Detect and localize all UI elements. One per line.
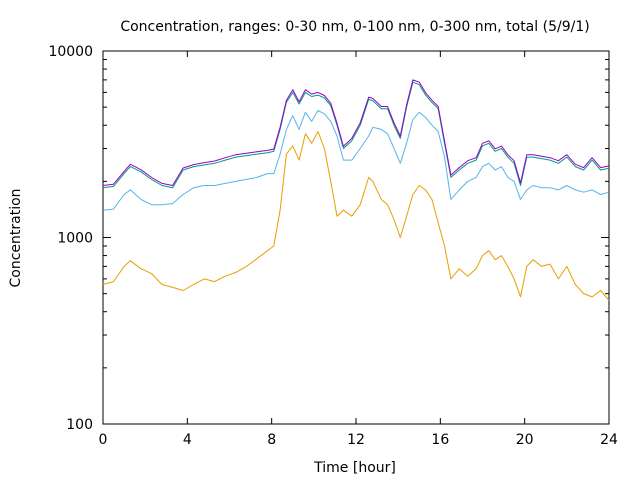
series-line-0-300-nm bbox=[102, 81, 610, 189]
x-tick-label: 24 bbox=[600, 432, 618, 448]
x-tick-label: 8 bbox=[267, 432, 276, 448]
y-tick-label: 10000 bbox=[48, 44, 93, 60]
series-line-total bbox=[102, 79, 610, 186]
chart-title: Concentration, ranges: 0-30 nm, 0-100 nm… bbox=[120, 19, 589, 35]
x-axis-label: Time [hour] bbox=[313, 460, 396, 476]
plot-frame bbox=[102, 50, 610, 425]
x-tick-label: 16 bbox=[431, 432, 449, 448]
x-tick-label: 20 bbox=[516, 432, 534, 448]
x-tick-label: 4 bbox=[183, 432, 192, 448]
series-line-0-100-nm bbox=[102, 109, 610, 211]
plot-area: 0 4 8 12 16 20 24 100 1000 10000 bbox=[48, 44, 618, 448]
x-tick-label: 0 bbox=[99, 432, 108, 448]
x-tick-label: 12 bbox=[347, 432, 365, 448]
y-tick-label: 1000 bbox=[57, 231, 93, 247]
series-line-0-30-nm bbox=[102, 131, 610, 301]
y-axis-label: Concentration bbox=[8, 188, 24, 287]
y-tick-label: 100 bbox=[66, 417, 93, 433]
